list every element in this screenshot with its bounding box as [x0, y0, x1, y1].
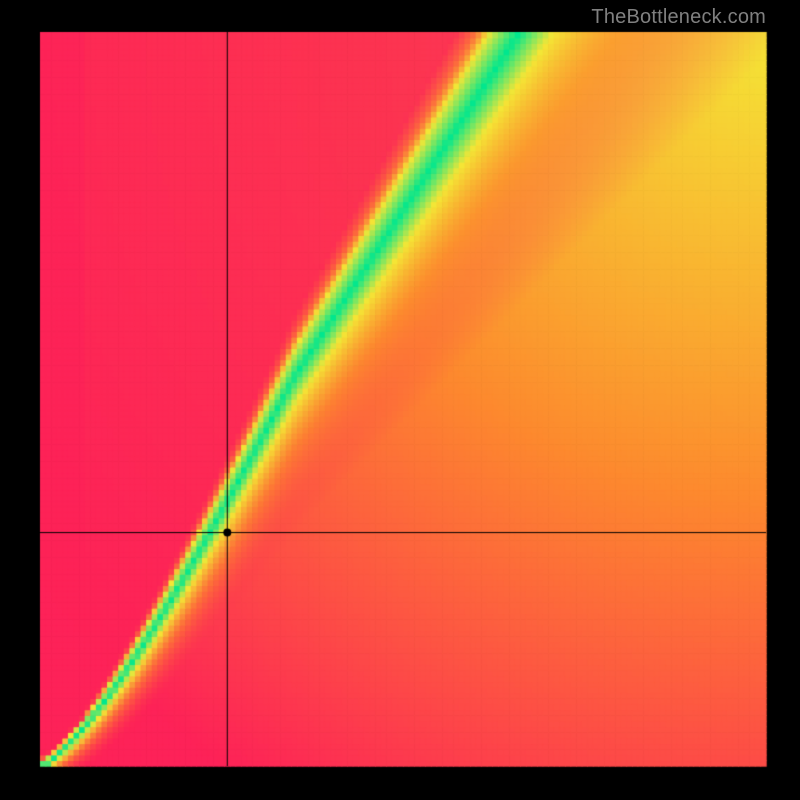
- watermark-text: TheBottleneck.com: [591, 6, 766, 29]
- bottleneck-heatmap: [0, 0, 800, 800]
